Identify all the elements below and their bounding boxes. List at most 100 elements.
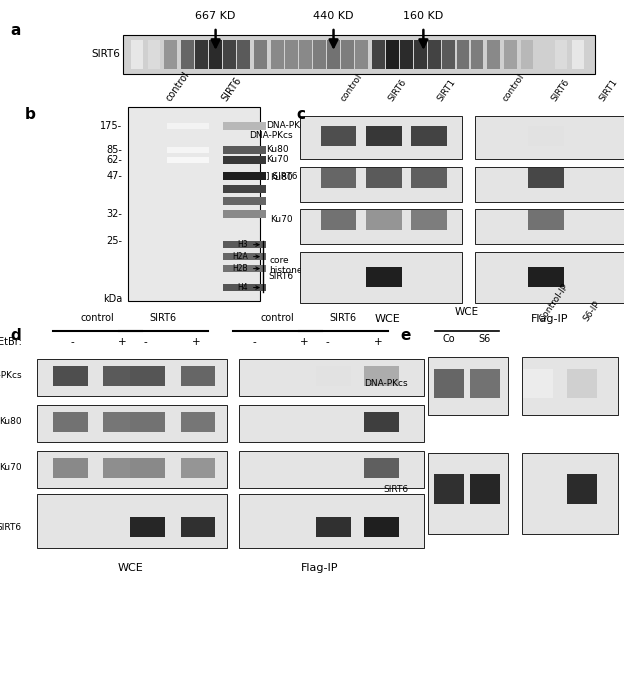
Bar bbox=[223, 265, 266, 272]
Text: +: + bbox=[118, 337, 127, 347]
Bar bbox=[321, 126, 356, 146]
Text: SIRT6: SIRT6 bbox=[329, 314, 357, 323]
Text: control: control bbox=[338, 72, 364, 103]
Bar bbox=[167, 157, 210, 163]
Text: WCE: WCE bbox=[455, 307, 479, 316]
Bar bbox=[130, 517, 165, 537]
Bar bbox=[271, 40, 283, 69]
Bar bbox=[130, 458, 165, 478]
Bar bbox=[180, 366, 215, 386]
Bar bbox=[130, 366, 165, 386]
Bar bbox=[475, 116, 624, 159]
Text: SIRT6: SIRT6 bbox=[268, 272, 293, 281]
Text: Ku80: Ku80 bbox=[0, 417, 22, 426]
Text: control: control bbox=[80, 314, 114, 323]
Text: Ku80: Ku80 bbox=[266, 146, 289, 155]
Bar bbox=[148, 40, 160, 69]
Bar bbox=[475, 167, 624, 202]
Bar bbox=[504, 40, 517, 69]
Bar bbox=[37, 494, 227, 548]
Text: -: - bbox=[71, 337, 74, 347]
Bar bbox=[567, 475, 597, 503]
Text: SIRT1: SIRT1 bbox=[436, 77, 457, 103]
Text: +: + bbox=[300, 337, 309, 347]
Bar bbox=[37, 405, 227, 442]
Bar bbox=[123, 34, 595, 74]
Text: 32-: 32- bbox=[107, 209, 122, 218]
Bar bbox=[522, 453, 618, 534]
Bar bbox=[223, 146, 266, 154]
Text: SIRT1: SIRT1 bbox=[598, 77, 620, 103]
Text: control: control bbox=[260, 314, 294, 323]
Bar bbox=[475, 209, 624, 244]
Bar bbox=[167, 147, 210, 153]
Bar bbox=[366, 126, 402, 146]
Bar bbox=[411, 168, 447, 188]
Bar bbox=[316, 366, 351, 386]
Text: 160 KD: 160 KD bbox=[403, 11, 444, 21]
Text: Ku70: Ku70 bbox=[0, 463, 22, 473]
Bar bbox=[470, 40, 483, 69]
Bar bbox=[434, 369, 464, 398]
Bar bbox=[129, 107, 260, 300]
Bar bbox=[223, 253, 266, 260]
Bar bbox=[366, 210, 402, 230]
Text: SIRT6: SIRT6 bbox=[220, 75, 244, 103]
Bar bbox=[316, 517, 351, 537]
Text: SIRT6: SIRT6 bbox=[0, 523, 22, 531]
Bar bbox=[529, 267, 564, 286]
Bar bbox=[364, 412, 399, 432]
Text: -: - bbox=[144, 337, 148, 347]
Bar bbox=[313, 40, 326, 69]
Bar bbox=[300, 116, 462, 159]
Text: SIRT6: SIRT6 bbox=[549, 77, 571, 103]
Bar bbox=[428, 453, 508, 534]
Bar bbox=[523, 369, 553, 398]
Text: Ku70: Ku70 bbox=[270, 215, 293, 224]
Bar bbox=[386, 40, 399, 69]
Bar bbox=[328, 40, 339, 69]
Bar bbox=[567, 369, 597, 398]
Bar bbox=[223, 197, 266, 204]
Bar bbox=[300, 167, 462, 202]
Bar bbox=[487, 40, 500, 69]
Text: H2B: H2B bbox=[232, 264, 248, 273]
Bar bbox=[300, 40, 311, 69]
Text: H2A: H2A bbox=[232, 252, 248, 261]
Bar bbox=[457, 40, 469, 69]
Text: SIRT6: SIRT6 bbox=[387, 77, 409, 103]
Text: 47-: 47- bbox=[107, 171, 122, 181]
Text: 25-: 25- bbox=[106, 236, 122, 246]
Bar bbox=[165, 40, 177, 69]
Bar bbox=[475, 251, 624, 302]
Text: control: control bbox=[163, 69, 191, 103]
Text: WCE: WCE bbox=[374, 314, 400, 325]
Text: b: b bbox=[24, 107, 36, 122]
Text: Ku70: Ku70 bbox=[266, 155, 289, 164]
Bar bbox=[180, 412, 215, 432]
Bar bbox=[223, 210, 266, 218]
Bar bbox=[285, 40, 298, 69]
Text: Flag-IP: Flag-IP bbox=[530, 314, 568, 325]
Bar bbox=[522, 357, 618, 415]
Text: d: d bbox=[11, 328, 21, 343]
Bar bbox=[210, 40, 222, 69]
Bar bbox=[223, 284, 266, 291]
Bar bbox=[364, 517, 399, 537]
Bar bbox=[529, 126, 564, 146]
Bar bbox=[529, 210, 564, 230]
Bar bbox=[341, 40, 354, 69]
Bar bbox=[555, 40, 567, 69]
Bar bbox=[366, 267, 402, 286]
Bar bbox=[442, 40, 455, 69]
Bar bbox=[356, 40, 368, 69]
Text: H4: H4 bbox=[237, 283, 248, 292]
Text: e: e bbox=[400, 328, 411, 343]
Text: 440 KD: 440 KD bbox=[313, 11, 354, 21]
Bar bbox=[131, 40, 143, 69]
Bar bbox=[223, 122, 266, 130]
Bar bbox=[238, 494, 424, 548]
Bar bbox=[366, 168, 402, 188]
Bar bbox=[223, 185, 266, 193]
Text: DNA-PKcs: DNA-PKcs bbox=[266, 121, 310, 130]
